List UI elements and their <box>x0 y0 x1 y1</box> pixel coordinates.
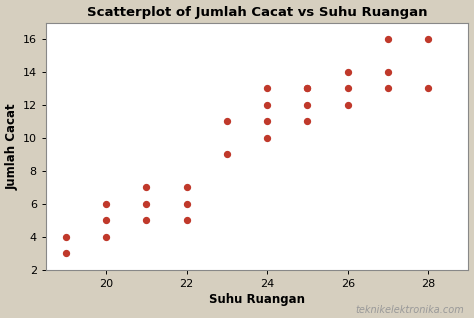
Point <box>384 69 392 74</box>
Point <box>384 86 392 91</box>
Point <box>264 86 271 91</box>
Point <box>223 152 231 157</box>
Point <box>143 201 150 206</box>
Point <box>344 69 352 74</box>
Point <box>304 102 311 107</box>
Point <box>304 119 311 124</box>
Point <box>183 185 191 190</box>
Point <box>102 218 110 223</box>
Title: Scatterplot of Jumlah Cacat vs Suhu Ruangan: Scatterplot of Jumlah Cacat vs Suhu Ruan… <box>87 5 428 18</box>
Point <box>223 119 231 124</box>
Point <box>344 102 352 107</box>
Point <box>102 234 110 239</box>
Point <box>304 86 311 91</box>
Point <box>304 86 311 91</box>
Point <box>424 86 432 91</box>
Point <box>264 135 271 141</box>
Point <box>62 234 70 239</box>
Point <box>264 102 271 107</box>
X-axis label: Suhu Ruangan: Suhu Ruangan <box>209 293 305 306</box>
Point <box>102 201 110 206</box>
Point <box>264 119 271 124</box>
Point <box>183 201 191 206</box>
Point <box>143 218 150 223</box>
Point <box>344 86 352 91</box>
Point <box>424 37 432 42</box>
Y-axis label: Jumlah Cacat: Jumlah Cacat <box>6 103 18 190</box>
Point <box>62 251 70 256</box>
Point <box>143 185 150 190</box>
Text: teknikelektronika.com: teknikelektronika.com <box>356 305 465 315</box>
Point <box>183 218 191 223</box>
Point <box>384 37 392 42</box>
